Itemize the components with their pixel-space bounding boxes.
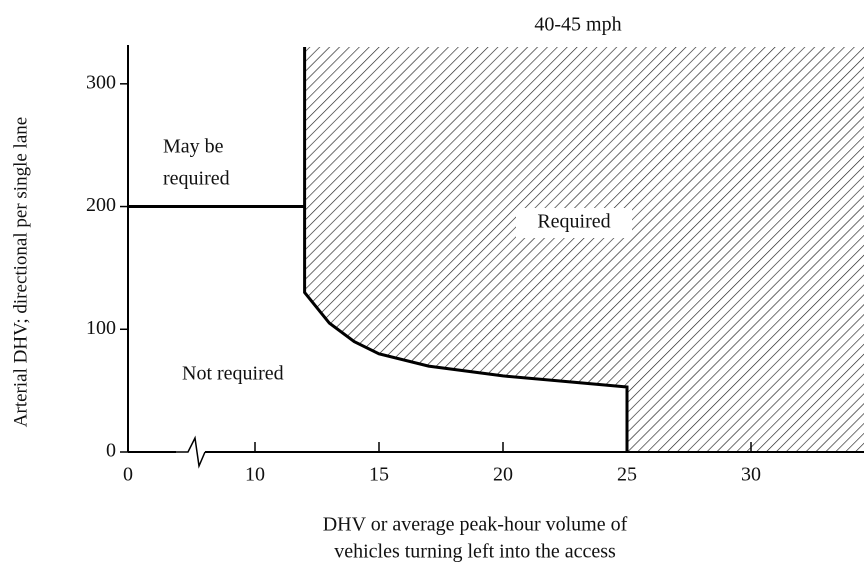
axis-break (176, 435, 206, 469)
x-tick-label: 10 (245, 464, 265, 486)
region-label: May be (163, 136, 224, 158)
y-tick-label: 300 (86, 71, 116, 93)
region-label: Not required (182, 363, 284, 385)
y-tick-label: 0 (106, 440, 116, 462)
x-tick-label: 20 (493, 464, 513, 486)
y-tick-label: 200 (86, 194, 116, 216)
x-tick-label: 0 (123, 464, 133, 486)
x-tick-label: 15 (369, 464, 389, 486)
hatch-layer (304, 47, 864, 452)
x-axis-label: vehicles turning left into the access (334, 541, 616, 563)
region-label: required (163, 168, 230, 190)
x-tick-label: 25 (617, 464, 637, 486)
y-tick-label: 100 (86, 317, 116, 339)
boundary-line (303, 47, 629, 452)
x-axis-label: DHV or average peak-hour volume of (323, 514, 628, 536)
hatched-region (304, 47, 864, 452)
y-axis-label: Arterial DHV; directional per single lan… (10, 117, 31, 427)
x-tick-label: 30 (741, 464, 761, 486)
label-background (516, 208, 632, 238)
chart-title: 40-45 mph (534, 14, 621, 36)
region-label: Required (537, 211, 610, 233)
